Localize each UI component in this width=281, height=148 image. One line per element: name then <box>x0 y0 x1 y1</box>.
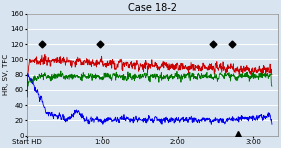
Title: Case 18-2: Case 18-2 <box>128 3 177 13</box>
Y-axis label: HR, SV, TFC: HR, SV, TFC <box>3 54 9 95</box>
